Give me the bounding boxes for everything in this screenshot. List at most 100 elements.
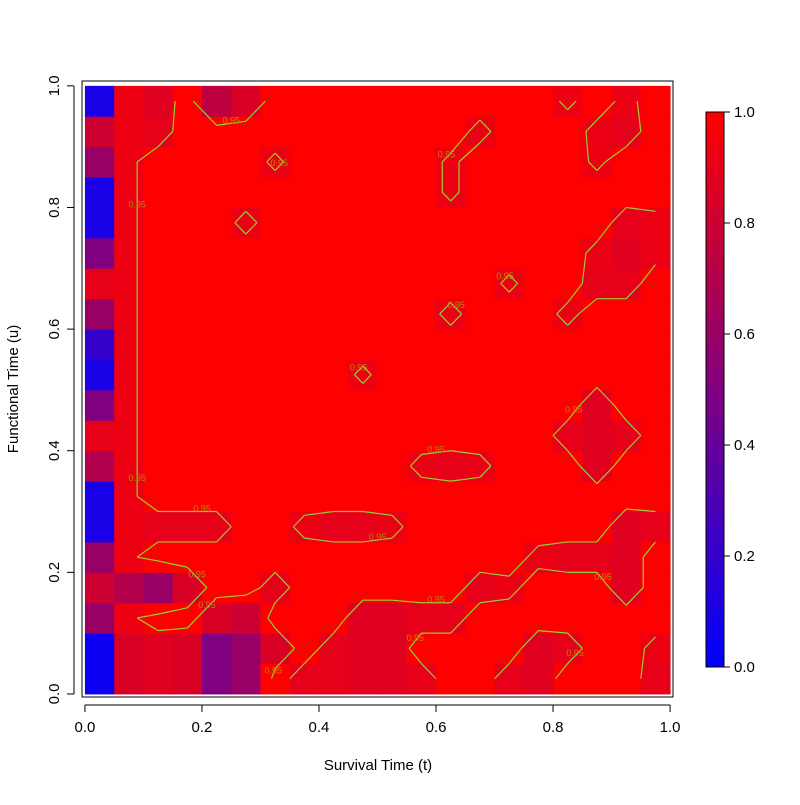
contour-label: 0.95 bbox=[407, 633, 425, 643]
heat-cell bbox=[318, 298, 349, 330]
contour-line bbox=[567, 313, 580, 326]
contour-line bbox=[567, 404, 581, 421]
contour-line bbox=[245, 210, 258, 224]
contour-line bbox=[567, 100, 577, 111]
contour-line bbox=[420, 663, 437, 680]
heat-cell bbox=[289, 85, 320, 117]
contour-line bbox=[538, 630, 568, 634]
heat-cell bbox=[582, 268, 613, 300]
heat-cell bbox=[465, 359, 496, 391]
heat-cell bbox=[143, 389, 174, 421]
heat-cell bbox=[640, 663, 671, 695]
contour-line bbox=[409, 465, 422, 478]
contour-line bbox=[158, 627, 188, 632]
heat-cell bbox=[377, 602, 408, 634]
contour-line bbox=[303, 647, 320, 664]
heat-cell bbox=[523, 602, 554, 634]
heat-cell bbox=[114, 420, 144, 452]
heat-cell bbox=[260, 146, 291, 178]
heat-cell bbox=[114, 207, 144, 239]
contour-line bbox=[274, 571, 291, 588]
heat-cell bbox=[611, 359, 642, 391]
heat-cell bbox=[377, 237, 408, 269]
heat-cell bbox=[582, 389, 613, 421]
heat-cell bbox=[172, 207, 203, 239]
heat-cell bbox=[523, 268, 554, 300]
heat-cell bbox=[611, 602, 642, 634]
heat-cell bbox=[377, 85, 408, 117]
heat-cell bbox=[231, 359, 261, 391]
heat-cell bbox=[523, 359, 554, 391]
heat-cell bbox=[494, 359, 525, 391]
heat-cell bbox=[406, 268, 437, 300]
heat-cell bbox=[114, 602, 144, 634]
contour-line bbox=[216, 594, 246, 599]
heat-cell bbox=[260, 481, 291, 513]
heat-cell bbox=[377, 359, 408, 391]
heat-cell bbox=[114, 237, 144, 269]
contour-line bbox=[391, 526, 404, 539]
heat-cell bbox=[318, 177, 349, 208]
heat-cell bbox=[582, 146, 613, 178]
heat-cell bbox=[114, 268, 144, 300]
contour-line bbox=[136, 617, 159, 632]
contour-line bbox=[567, 647, 583, 664]
heat-cell bbox=[436, 663, 466, 695]
heat-cell bbox=[260, 237, 291, 269]
contour-line bbox=[613, 404, 627, 421]
contour-label: 0.95 bbox=[566, 648, 584, 658]
heat-cell bbox=[377, 298, 408, 330]
heat-cell bbox=[289, 116, 320, 148]
heat-cell bbox=[231, 237, 261, 269]
contour-line bbox=[604, 146, 627, 163]
contour-line bbox=[464, 602, 481, 619]
heat-cell bbox=[611, 633, 642, 665]
heat-cell bbox=[201, 146, 232, 178]
heat-cell bbox=[260, 450, 291, 482]
heat-cell bbox=[553, 511, 583, 543]
contour-line bbox=[450, 191, 460, 202]
contour-line bbox=[596, 161, 606, 171]
heat-cell bbox=[289, 146, 320, 178]
heat-cell bbox=[436, 237, 466, 269]
heat-cell bbox=[553, 237, 583, 269]
contour-line bbox=[292, 526, 305, 539]
heat-cell bbox=[611, 85, 642, 117]
colorbar-tick-label: 0.0 bbox=[734, 659, 755, 676]
heat-cell bbox=[260, 177, 291, 208]
contour-line bbox=[640, 648, 646, 679]
contour-line bbox=[450, 617, 466, 634]
heat-cell bbox=[640, 298, 671, 330]
heat-cell bbox=[436, 116, 466, 148]
x-tick-label: 0.2 bbox=[192, 719, 213, 736]
heat-cell bbox=[406, 207, 437, 239]
heat-cell bbox=[406, 572, 437, 604]
heat-cell bbox=[201, 389, 232, 421]
heat-cell bbox=[465, 511, 496, 543]
contour-label: 0.95 bbox=[128, 199, 146, 209]
heat-cell bbox=[289, 511, 320, 543]
contour-line bbox=[186, 587, 208, 609]
heat-cell bbox=[611, 420, 642, 452]
contour-line bbox=[136, 146, 159, 163]
heat-cell bbox=[553, 633, 583, 665]
heat-cell bbox=[553, 420, 583, 452]
contour-line bbox=[567, 450, 581, 467]
contour-line bbox=[266, 161, 276, 171]
contour-line bbox=[636, 100, 642, 132]
heat-cell bbox=[611, 450, 642, 482]
contour-line bbox=[611, 207, 627, 224]
heat-cell bbox=[114, 572, 144, 604]
heat-cell bbox=[114, 116, 144, 148]
heat-cell bbox=[348, 389, 378, 421]
heat-cell bbox=[582, 511, 613, 543]
contour-line bbox=[500, 283, 510, 293]
contour-line bbox=[538, 567, 568, 573]
heat-cell bbox=[348, 450, 378, 482]
heat-cell bbox=[348, 268, 378, 300]
heat-cell bbox=[84, 207, 115, 239]
heat-cell bbox=[523, 572, 554, 604]
heat-cell bbox=[201, 237, 232, 269]
heat-cell bbox=[465, 602, 496, 634]
heat-cell bbox=[436, 420, 466, 452]
